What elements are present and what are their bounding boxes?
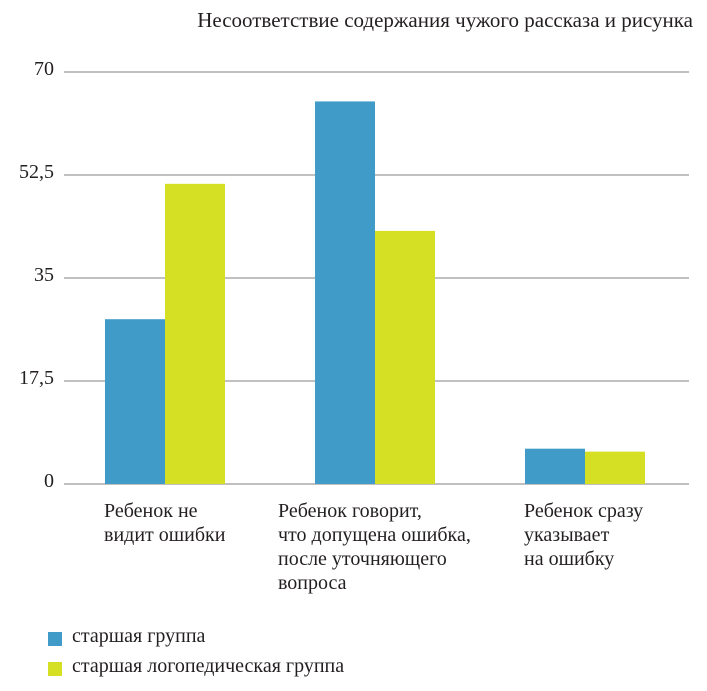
y-tick-label: 17,5 [19, 367, 54, 389]
y-tick-label: 70 [34, 58, 54, 80]
bar-series-2-category-1 [165, 183, 225, 485]
x-category-label: Ребенок говорит, что допущена ошибка, по… [278, 500, 471, 594]
legend-swatch-series-1 [48, 632, 62, 646]
bars [105, 101, 645, 485]
bar-series-2-category-2 [375, 230, 435, 484]
bar-series-1-category-2 [315, 101, 375, 484]
legend-label-series-2: старшая логопедическая группа [72, 655, 345, 677]
bar-series-1-category-1 [105, 319, 165, 484]
y-tick-label: 52,5 [19, 161, 54, 183]
y-tick-label: 0 [44, 470, 54, 492]
bar-series-2-category-3 [585, 451, 645, 484]
bar-series-1-category-3 [525, 448, 585, 484]
legend-label-series-1: старшая группа [72, 625, 206, 647]
legend-swatch-series-2 [48, 662, 62, 676]
x-category-label: Ребенок сразу указывает на ошибку [524, 500, 644, 570]
x-category-label: Ребенок не видит ошибки [104, 500, 226, 546]
y-tick-label: 35 [34, 264, 54, 286]
chart-title: Несоответствие содержания чужого рассказ… [197, 8, 693, 32]
